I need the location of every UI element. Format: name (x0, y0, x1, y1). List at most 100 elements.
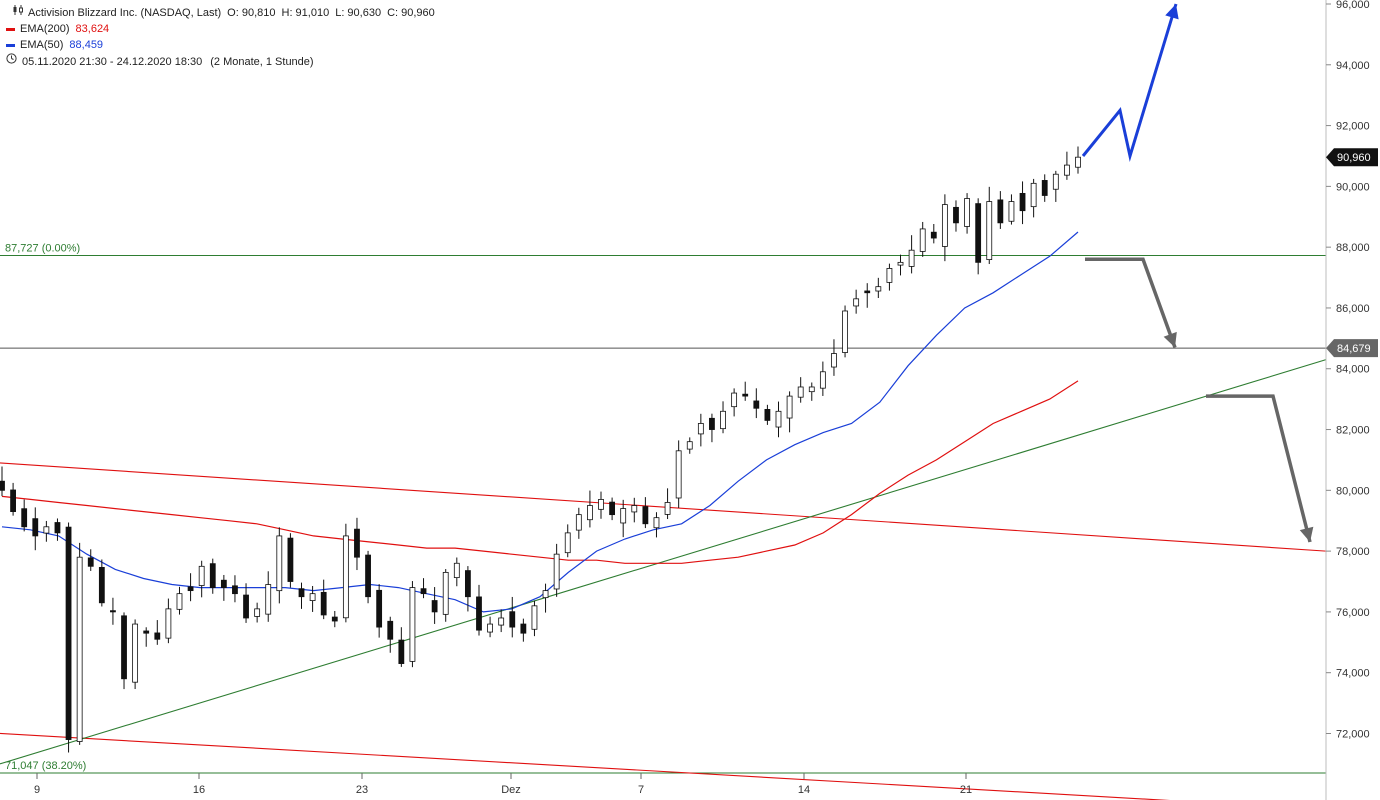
candle (320, 579, 327, 620)
neutral-scenario-arrowhead (1163, 331, 1177, 348)
candle-body-down (87, 557, 94, 567)
candle-body-down (209, 563, 216, 588)
y-tick-label: 94,000 (1336, 60, 1370, 72)
candle-body-up (808, 386, 815, 393)
candle-body-up (631, 505, 638, 513)
ema50-label: EMA(50) (20, 39, 64, 51)
legend-ema200[interactable]: EMA(200) 83,624 (6, 21, 435, 37)
x-tick-label: 9 (34, 784, 40, 796)
candle (598, 491, 604, 519)
candle (331, 610, 338, 628)
candle-body-up (875, 286, 882, 292)
candle (720, 401, 726, 434)
candle-body-down (54, 522, 61, 534)
candle-body-down (398, 639, 405, 664)
candle-body-up (531, 605, 538, 630)
candle (620, 499, 627, 538)
candle (21, 499, 28, 532)
y-tick-label: 92,000 (1336, 121, 1370, 133)
ohlc-open: O: 90,810 (227, 7, 276, 19)
candle (531, 600, 538, 637)
candle (387, 616, 394, 653)
candle-body-up (542, 590, 549, 599)
candle (564, 524, 571, 558)
candle-body-up (842, 310, 848, 353)
candle-body-up (886, 268, 893, 283)
candle-body-up (686, 441, 693, 450)
x-tick-label: 16 (193, 784, 205, 796)
candle (354, 517, 360, 571)
candlestick-layer (0, 146, 1081, 753)
candle-body-down (930, 231, 937, 239)
neutral-scenario-arrow (1085, 257, 1177, 349)
ema50-value: 88,459 (69, 39, 104, 51)
ema200-line (1, 380, 1079, 564)
candle (953, 200, 959, 232)
candle (87, 549, 94, 571)
candle-body-up (653, 517, 660, 529)
candle-body-up (1008, 201, 1015, 222)
candle (464, 566, 471, 612)
candle (442, 569, 449, 622)
y-tick-label: 80,000 (1336, 485, 1370, 497)
candle (553, 543, 560, 597)
ema50-line (1, 231, 1079, 613)
candle-body-down (121, 615, 127, 680)
x-tick-label: 7 (638, 784, 644, 796)
falling-lower-trendline (0, 732, 1171, 800)
fib-level-label: 71,047 (38.20%) (5, 760, 86, 772)
candle (697, 413, 704, 447)
scenario-arrow-layer (1081, 3, 1314, 543)
candle-body-down (354, 528, 360, 558)
candle-body-up (697, 423, 704, 435)
candle (376, 584, 383, 638)
y-tick-label: 72,000 (1336, 728, 1370, 740)
level-price-tag-shape (1326, 339, 1378, 358)
candle (420, 578, 427, 599)
candle (975, 198, 982, 275)
candle-body-down (1019, 192, 1026, 212)
candle-body-up (132, 623, 139, 683)
candle (842, 305, 848, 358)
bullish-scenario-arrow (1081, 3, 1178, 162)
fib-level-label: 87,727 (0.00%) (5, 242, 80, 254)
candle-body-up (498, 617, 505, 626)
candle-body-down (742, 393, 749, 397)
date-range-note: (2 Monate, 1 Stunde) (210, 55, 314, 68)
level-price-tag: 84,679 (1326, 339, 1378, 358)
candle (631, 497, 638, 523)
candle (476, 584, 482, 636)
candle-body-up (731, 392, 738, 408)
candle-body-up (675, 450, 682, 499)
candle-body-down (320, 591, 327, 616)
candle-body-up (786, 395, 793, 419)
candle-body-up (598, 499, 604, 510)
candle-body-up (775, 410, 782, 428)
candle (1019, 181, 1026, 225)
x-tick-label: 23 (356, 784, 368, 796)
candle (243, 583, 249, 623)
candle (287, 533, 294, 588)
candle (875, 277, 882, 298)
candle (209, 558, 216, 594)
candle (808, 382, 815, 401)
candle (964, 193, 970, 234)
candle-body-up (1064, 164, 1070, 176)
candle-body-up (831, 353, 837, 368)
legend-ema50[interactable]: EMA(50) 88,459 (6, 37, 435, 53)
candle (254, 602, 261, 623)
candle-body-down (764, 409, 771, 421)
level-price-tag-text: 84,679 (1337, 343, 1371, 355)
candle-body-up (564, 532, 571, 554)
candle-body-up (1030, 182, 1037, 208)
candle (1008, 194, 1015, 225)
candle (731, 388, 738, 417)
candle-body-up (720, 410, 726, 430)
y-tick-label: 90,000 (1336, 181, 1370, 193)
candle-body-up (198, 565, 205, 586)
chart-legend: Activision Blizzard Inc. (NASDAQ, Last) … (6, 5, 435, 70)
candle (198, 560, 205, 598)
candle-body-up (76, 556, 83, 742)
candle-body-up (986, 201, 993, 260)
